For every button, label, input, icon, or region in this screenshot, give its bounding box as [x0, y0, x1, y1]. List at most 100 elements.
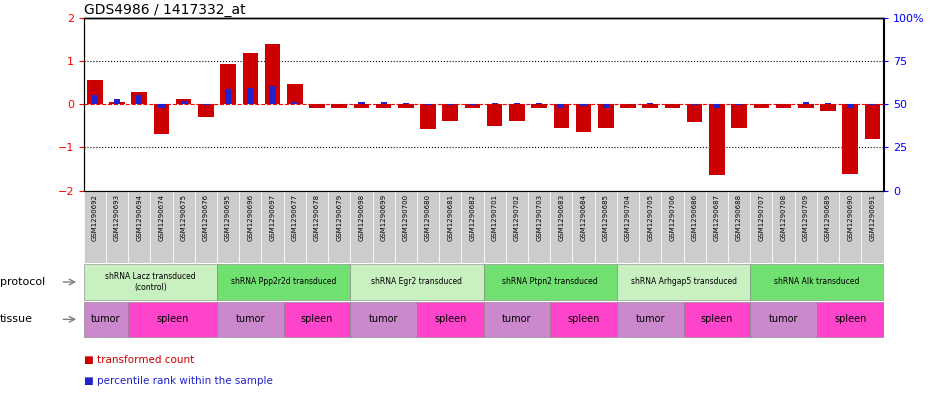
- Bar: [198, 104, 214, 117]
- FancyBboxPatch shape: [373, 191, 394, 263]
- FancyBboxPatch shape: [439, 191, 461, 263]
- Bar: [136, 95, 142, 104]
- Text: GSM1290677: GSM1290677: [292, 194, 298, 241]
- Text: shRNA Arhgap5 transduced: shRNA Arhgap5 transduced: [631, 277, 737, 286]
- FancyBboxPatch shape: [551, 191, 573, 263]
- Text: shRNA Alk transduced: shRNA Alk transduced: [774, 277, 859, 286]
- FancyBboxPatch shape: [173, 191, 194, 263]
- Text: spleen: spleen: [834, 314, 867, 324]
- Bar: [353, 104, 369, 108]
- Bar: [358, 102, 365, 104]
- Bar: [287, 84, 302, 104]
- FancyBboxPatch shape: [661, 191, 684, 263]
- Text: GSM1290684: GSM1290684: [580, 194, 587, 241]
- FancyBboxPatch shape: [528, 191, 551, 263]
- Text: GSM1290680: GSM1290680: [425, 194, 432, 241]
- Bar: [158, 104, 165, 108]
- Text: tumor: tumor: [369, 314, 398, 324]
- FancyBboxPatch shape: [394, 191, 417, 263]
- Text: tumor: tumor: [91, 314, 121, 324]
- FancyBboxPatch shape: [217, 302, 284, 337]
- Bar: [620, 104, 636, 108]
- FancyBboxPatch shape: [684, 191, 706, 263]
- Bar: [492, 103, 498, 104]
- Bar: [553, 104, 569, 128]
- Text: GSM1290674: GSM1290674: [158, 194, 165, 241]
- Bar: [580, 104, 587, 106]
- Bar: [380, 102, 387, 104]
- Bar: [776, 104, 791, 108]
- Bar: [443, 104, 458, 121]
- FancyBboxPatch shape: [551, 302, 617, 337]
- FancyBboxPatch shape: [484, 264, 617, 299]
- Text: ■ percentile rank within the sample: ■ percentile rank within the sample: [84, 376, 272, 386]
- FancyBboxPatch shape: [617, 302, 684, 337]
- FancyBboxPatch shape: [217, 264, 351, 299]
- Bar: [603, 104, 609, 108]
- Bar: [709, 104, 724, 175]
- FancyBboxPatch shape: [217, 191, 239, 263]
- FancyBboxPatch shape: [684, 302, 751, 337]
- FancyBboxPatch shape: [261, 191, 284, 263]
- Bar: [376, 104, 392, 108]
- Text: GSM1290704: GSM1290704: [625, 194, 631, 241]
- FancyBboxPatch shape: [128, 191, 151, 263]
- Bar: [825, 103, 831, 104]
- Bar: [531, 104, 547, 108]
- Text: GSM1290679: GSM1290679: [336, 194, 342, 241]
- Bar: [247, 88, 254, 104]
- Bar: [220, 64, 236, 104]
- Text: protocol: protocol: [0, 277, 46, 287]
- Text: GSM1290699: GSM1290699: [380, 194, 387, 241]
- FancyBboxPatch shape: [861, 191, 884, 263]
- Text: tumor: tumor: [635, 314, 665, 324]
- FancyBboxPatch shape: [506, 191, 528, 263]
- FancyBboxPatch shape: [617, 191, 639, 263]
- FancyBboxPatch shape: [839, 191, 861, 263]
- Text: GDS4986 / 1417332_at: GDS4986 / 1417332_at: [84, 3, 246, 17]
- FancyBboxPatch shape: [84, 191, 106, 263]
- Text: GSM1290709: GSM1290709: [803, 194, 809, 241]
- Text: GSM1290683: GSM1290683: [558, 194, 565, 241]
- Bar: [113, 99, 120, 104]
- Text: GSM1290708: GSM1290708: [780, 194, 787, 241]
- Text: spleen: spleen: [567, 314, 600, 324]
- Bar: [131, 92, 147, 104]
- Bar: [331, 104, 347, 108]
- Bar: [176, 99, 192, 104]
- Text: GSM1290696: GSM1290696: [247, 194, 253, 241]
- Text: GSM1290702: GSM1290702: [514, 194, 520, 241]
- Bar: [109, 102, 125, 104]
- Bar: [398, 104, 414, 108]
- FancyBboxPatch shape: [594, 191, 617, 263]
- Text: GSM1290701: GSM1290701: [492, 194, 498, 241]
- Bar: [536, 103, 542, 104]
- Text: shRNA Ppp2r2d transduced: shRNA Ppp2r2d transduced: [231, 277, 337, 286]
- Text: GSM1290685: GSM1290685: [603, 194, 609, 241]
- FancyBboxPatch shape: [706, 191, 728, 263]
- Text: GSM1290703: GSM1290703: [536, 194, 542, 241]
- Text: GSM1290689: GSM1290689: [825, 194, 831, 241]
- Bar: [803, 102, 809, 104]
- Text: shRNA Egr2 transduced: shRNA Egr2 transduced: [371, 277, 462, 286]
- Bar: [447, 104, 454, 105]
- Bar: [425, 104, 432, 105]
- Text: tumor: tumor: [769, 314, 798, 324]
- Bar: [270, 86, 275, 104]
- FancyBboxPatch shape: [461, 191, 484, 263]
- Text: GSM1290678: GSM1290678: [314, 194, 320, 241]
- FancyBboxPatch shape: [751, 264, 883, 299]
- Bar: [153, 104, 169, 134]
- Text: spleen: spleen: [300, 314, 333, 324]
- Text: GSM1290707: GSM1290707: [758, 194, 764, 241]
- Bar: [203, 104, 209, 105]
- Bar: [509, 104, 525, 121]
- Bar: [265, 44, 280, 104]
- FancyBboxPatch shape: [351, 302, 417, 337]
- FancyBboxPatch shape: [417, 302, 484, 337]
- Text: GSM1290688: GSM1290688: [736, 194, 742, 241]
- Bar: [243, 53, 259, 104]
- Bar: [692, 104, 698, 105]
- Text: spleen: spleen: [434, 314, 467, 324]
- Text: GSM1290687: GSM1290687: [714, 194, 720, 241]
